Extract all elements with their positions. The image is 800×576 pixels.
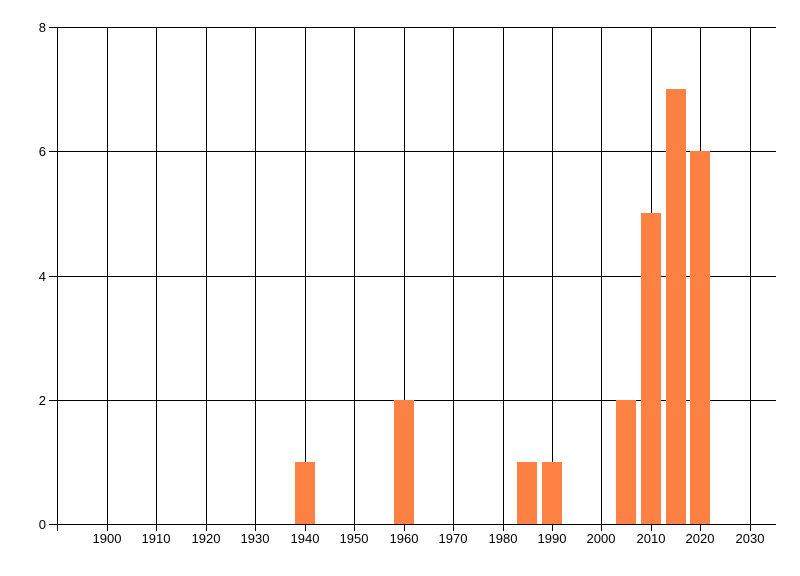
y-gridline bbox=[49, 151, 776, 152]
x-gridline bbox=[750, 27, 751, 531]
x-tick-label: 1970 bbox=[438, 531, 468, 546]
x-tick-label: 1910 bbox=[141, 531, 171, 546]
y-gridline bbox=[49, 276, 776, 277]
x-tick-label: 1990 bbox=[537, 531, 567, 546]
x-gridline bbox=[305, 27, 306, 531]
x-gridline bbox=[255, 27, 256, 531]
bar-2015 bbox=[666, 89, 686, 524]
bar-1960 bbox=[394, 400, 414, 524]
bar-1985 bbox=[517, 462, 537, 524]
x-gridline bbox=[453, 27, 454, 531]
x-gridline bbox=[601, 27, 602, 531]
x-tick-label: 1960 bbox=[389, 531, 419, 546]
x-tick-label: 2020 bbox=[685, 531, 715, 546]
x-tick-label: 1900 bbox=[92, 531, 122, 546]
x-gridline bbox=[206, 27, 207, 531]
x-gridline bbox=[354, 27, 355, 531]
x-tick-label: 1920 bbox=[191, 531, 221, 546]
x-tick-label: 1940 bbox=[290, 531, 320, 546]
y-tick-label: 6 bbox=[38, 144, 46, 159]
x-gridline bbox=[107, 27, 108, 531]
bar-1990 bbox=[542, 462, 562, 524]
y-tick-label: 0 bbox=[38, 517, 46, 532]
x-gridline bbox=[156, 27, 157, 531]
x-gridline bbox=[404, 27, 405, 531]
y-tick-label: 2 bbox=[38, 393, 46, 408]
x-gridline bbox=[552, 27, 553, 531]
x-tick-label: 1950 bbox=[339, 531, 369, 546]
x-tick-label: 1930 bbox=[240, 531, 270, 546]
bar-2010 bbox=[641, 213, 661, 524]
x-tick-label: 1980 bbox=[488, 531, 518, 546]
bar-1940 bbox=[295, 462, 315, 524]
bar-2020 bbox=[690, 151, 710, 524]
x-axis-line bbox=[49, 524, 776, 525]
y-tick-label: 4 bbox=[38, 269, 46, 284]
x-tick-label: 2030 bbox=[735, 531, 765, 546]
bar-2005 bbox=[616, 400, 636, 524]
y-axis-spine bbox=[57, 27, 58, 531]
x-tick-label: 2000 bbox=[586, 531, 616, 546]
x-tick-label: 2010 bbox=[636, 531, 666, 546]
y-gridline bbox=[49, 27, 776, 28]
y-tick-label: 8 bbox=[38, 20, 46, 35]
x-gridline bbox=[503, 27, 504, 531]
